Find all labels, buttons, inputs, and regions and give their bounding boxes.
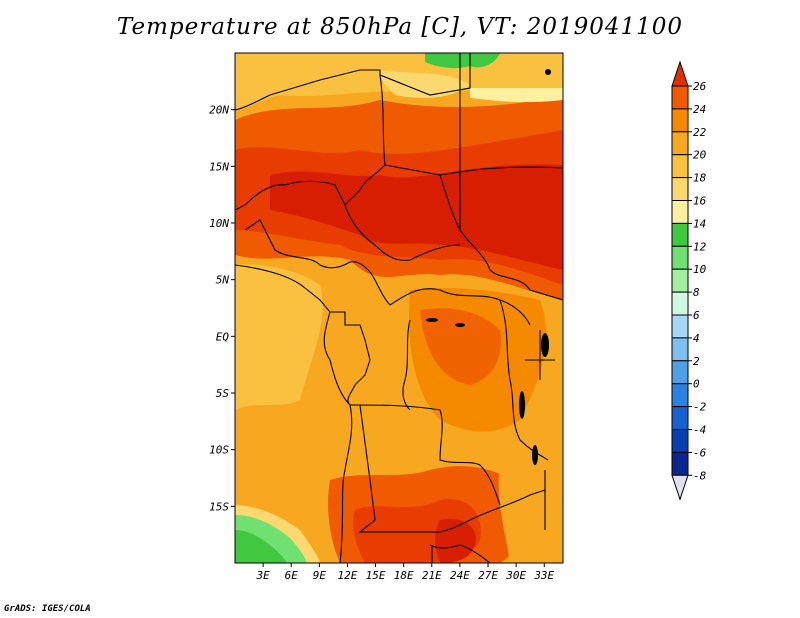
lon-tick-label: 21E	[422, 569, 442, 582]
colorbar-swatch	[671, 200, 689, 224]
colorbar-swatch	[671, 268, 689, 293]
colorbar-label: 16	[693, 195, 707, 208]
colorbar-swatch	[671, 85, 689, 110]
colorbar-swatch	[671, 131, 689, 156]
lon-tick-label: 33E	[533, 569, 554, 582]
lat-tick-label: 15S	[209, 500, 229, 513]
colorbar-label: -4	[693, 424, 706, 437]
colorbar-over-arrow	[671, 60, 689, 87]
colorbar-label: 14	[693, 217, 706, 230]
colorbar-swatch	[671, 451, 689, 476]
colorbar-swatch	[671, 406, 689, 431]
colorbar-label: 2	[693, 355, 700, 368]
colorbar-swatch	[671, 177, 689, 202]
colorbar-label: 26	[693, 80, 707, 93]
lat-tick-label: 5N	[216, 274, 230, 287]
lat-tick-label: 5S	[216, 387, 230, 400]
temperature-field	[235, 53, 563, 563]
colorbar-label: 8	[693, 286, 700, 299]
colorbar-label: -8	[693, 469, 707, 482]
lon-tick-label: 6E	[285, 569, 299, 582]
colorbar-label: 10	[693, 263, 707, 276]
colorbar-label: 4	[693, 332, 700, 345]
lon-tick-label: 18E	[394, 569, 414, 582]
lat-tick-label: 15N	[209, 160, 229, 173]
lat-tick-label: 10S	[209, 444, 229, 457]
colorbar-label: -2	[693, 401, 707, 414]
grads-credit: GrADS: IGES/COLA	[4, 604, 91, 614]
colorbar-label: 6	[693, 309, 700, 322]
colorbar-swatch	[671, 108, 689, 133]
lon-tick-label: 9E	[313, 569, 327, 582]
lon-tick-label: 27E	[478, 569, 498, 582]
colorbar-swatch	[671, 429, 689, 453]
lon-tick-label: 15E	[366, 569, 386, 582]
colorbar-swatch	[671, 383, 689, 408]
colorbar-swatch	[671, 314, 689, 339]
longitude-axis: 3E 6E 9E 12E 15E 18E 21E 24E 27E 30E 33E	[255, 563, 555, 582]
map-frame	[234, 52, 564, 564]
lon-tick-label: 12E	[338, 569, 358, 582]
lon-tick-label: 24E	[450, 569, 470, 582]
colorbar-swatch	[671, 154, 689, 179]
colorbar-label: 20	[693, 149, 707, 162]
colorbar-label: 22	[693, 126, 707, 139]
colorbar-swatch	[671, 245, 689, 270]
colorbar-label: 12	[693, 240, 707, 253]
latitude-axis: 20N 15N 10N 5N EQ 5S 10S 15S	[209, 104, 235, 513]
colorbar-label: 0	[693, 378, 700, 391]
map-title: Temperature at 850hPa [C], VT: 201904110…	[116, 14, 684, 40]
colorbar-swatch	[671, 222, 689, 247]
colorbar-label: -6	[693, 446, 707, 459]
lon-tick-label: 30E	[505, 569, 526, 582]
colorbar-under-arrow	[671, 474, 689, 501]
colorbar-swatch	[671, 337, 689, 362]
colorbar-label: 18	[693, 172, 707, 185]
colorbar-swatch	[671, 291, 689, 316]
colorbar-label: 24	[693, 103, 706, 116]
lat-tick-label: 20N	[209, 104, 229, 117]
lat-tick-label: EQ	[216, 330, 230, 343]
lon-tick-label: 3E	[255, 569, 270, 582]
lat-tick-label: 10N	[209, 217, 229, 230]
colorbar-swatch	[671, 360, 689, 385]
